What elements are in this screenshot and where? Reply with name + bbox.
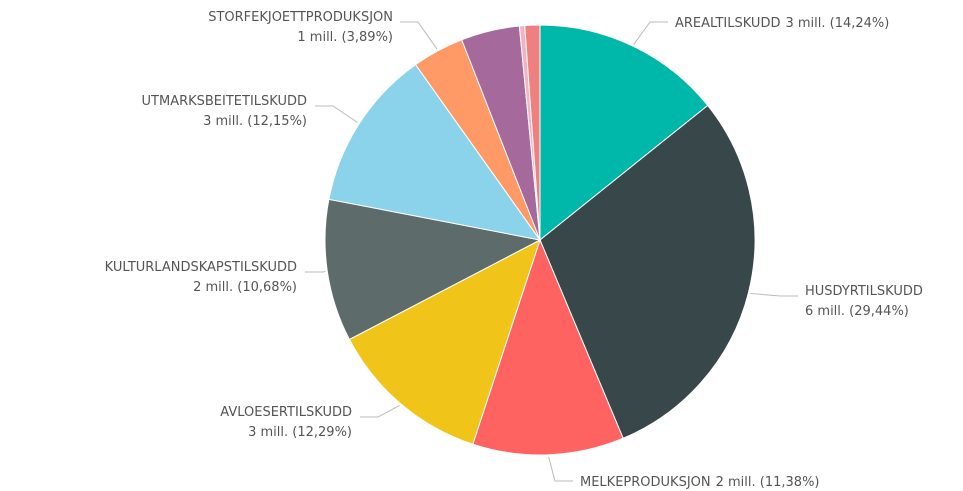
slice-label: HUSDYRTILSKUDD 6 mill. (29,44%) (805, 284, 923, 319)
slice-label: UTMARKSBEITETILSKUDD 3 mill. (12,15%) (142, 94, 307, 129)
slice-value-label: 3 mill. (12,29%) (248, 425, 352, 440)
pie-slice (524, 24, 541, 241)
slice-label: MELKEPRODUKSJON 2 mill. (11,38%) (580, 475, 820, 490)
slice-label: AVLOESERTILSKUDD 3 mill. (12,29%) (220, 405, 352, 440)
pie-slice (472, 238, 624, 456)
leader-line (305, 270, 326, 273)
slice-label: KULTURLANDSKAPSTILSKUDD 2 mill. (10,68%) (105, 260, 297, 295)
slice-value-label: 3 mill. (14,24%) (785, 16, 889, 31)
slice-value-label: 6 mill. (29,44%) (805, 304, 909, 319)
leader-line (633, 21, 668, 45)
slice-label: STORFEKJOETTPRODUKSJON 1 mill. (3,89%) (208, 10, 393, 45)
leader-line (360, 404, 400, 418)
slice-value-label: 2 mill. (11,38%) (716, 475, 820, 490)
leader-line (750, 292, 798, 297)
leader-line (548, 456, 573, 482)
slice-name: AVLOESERTILSKUDD (220, 405, 352, 420)
pie-slice (324, 198, 542, 341)
leader-line (315, 105, 358, 123)
slice-value-label: 3 mill. (12,15%) (203, 114, 307, 129)
slice-name: HUSDYRTILSKUDD (805, 284, 923, 299)
slice-value-label: 2 mill. (10,68%) (193, 280, 297, 295)
slice-name: STORFEKJOETTPRODUKSJON (208, 10, 393, 25)
slice-value-label: 1 mill. (3,89%) (297, 30, 393, 45)
pie-slice (539, 24, 709, 242)
pie-slice (348, 238, 541, 445)
slice-name: MELKEPRODUKSJON (580, 475, 711, 490)
pie-slice (539, 104, 756, 439)
slice-label: AREALTILSKUDD 3 mill. (14,24%) (675, 16, 889, 31)
slice-name: AREALTILSKUDD (675, 16, 780, 31)
slice-name: KULTURLANDSKAPSTILSKUDD (105, 260, 297, 275)
pie-slice (328, 63, 542, 241)
leader-line (400, 21, 438, 50)
slice-name: UTMARKSBEITETILSKUDD (142, 94, 307, 109)
